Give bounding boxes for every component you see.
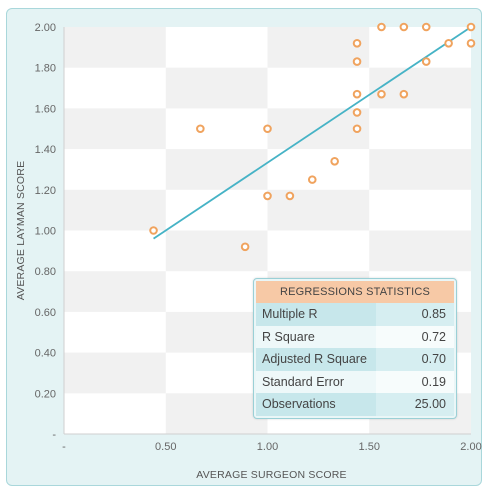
regression-statistics-title: REGRESSIONS STATISTICS <box>256 281 454 303</box>
stats-value: 0.72 <box>376 325 454 348</box>
stats-label: Adjusted R Square <box>262 352 367 366</box>
data-point <box>196 124 205 134</box>
data-point <box>352 108 362 117</box>
data-point <box>421 22 431 32</box>
data-point <box>377 22 386 32</box>
x-axis-title: AVERAGE SURGEON SCORE <box>196 469 346 481</box>
grid-cell <box>369 149 471 190</box>
stats-label: Observations <box>262 397 336 411</box>
grid-cell <box>165 311 268 353</box>
stats-value: 25.00 <box>376 393 454 416</box>
stats-row-observations: Observations 25.00 <box>256 393 454 416</box>
stats-row-multiple-r: Multiple R 0.85 <box>256 303 454 326</box>
regression-statistics-table: REGRESSIONS STATISTICS Multiple R 0.85 R… <box>253 278 457 419</box>
x-tick-label: 1.00 <box>257 441 278 453</box>
grid-cell <box>64 108 166 150</box>
grid-cell <box>267 27 370 68</box>
x-tick-label: 0.50 <box>155 441 176 453</box>
y-tick-label: 1.80 <box>35 63 56 75</box>
grid-cell <box>165 393 268 434</box>
grid-cell <box>64 189 166 231</box>
data-point <box>307 175 317 184</box>
stats-value: 0.19 <box>376 370 454 393</box>
stats-value: 0.70 <box>376 348 454 371</box>
grid-cell <box>165 230 268 272</box>
stats-row-r-square: R Square 0.72 <box>256 325 454 348</box>
x-tick-label: 1.50 <box>359 441 380 453</box>
data-point <box>330 157 339 166</box>
x-tick-label: 2.00 <box>460 441 481 453</box>
y-tick-label: 2.00 <box>35 22 56 34</box>
data-point <box>352 38 362 48</box>
y-tick-label: 0.20 <box>35 388 56 400</box>
data-point <box>466 22 476 32</box>
data-point <box>352 124 362 134</box>
grid-cell <box>64 352 166 394</box>
data-point <box>377 89 386 99</box>
grid-cell <box>165 149 268 190</box>
stats-label: Multiple R <box>262 307 318 321</box>
trendline <box>153 26 472 240</box>
grid-cell <box>64 271 166 312</box>
data-point <box>149 226 158 235</box>
data-point <box>352 89 362 99</box>
grid-cell <box>369 230 471 272</box>
grid-cell <box>369 67 471 109</box>
data-point <box>466 38 476 48</box>
y-tick-label: 1.20 <box>35 185 56 197</box>
data-point <box>399 22 409 32</box>
stats-row-standard-error: Standard Error 0.19 <box>256 370 454 393</box>
data-point <box>263 191 272 201</box>
grid-cell <box>267 189 370 231</box>
grid-cell <box>64 27 166 68</box>
data-point <box>399 89 409 99</box>
data-point <box>240 242 250 252</box>
y-tick-label: 0.40 <box>35 348 56 360</box>
x-tick-label: - <box>62 441 66 453</box>
stats-label: Standard Error <box>262 374 344 389</box>
stats-label: R Square <box>262 329 315 344</box>
y-tick-label: - <box>52 429 56 441</box>
data-point <box>444 38 453 48</box>
data-point <box>285 191 295 201</box>
y-tick-label: 1.00 <box>35 226 56 238</box>
data-point <box>421 57 431 66</box>
y-tick-label: 1.40 <box>35 144 56 156</box>
grid-cell <box>165 67 268 109</box>
y-axis-title: AVERAGE LAYMAN SCORE <box>15 161 27 301</box>
data-point <box>352 57 362 66</box>
y-tick-label: 0.80 <box>35 266 56 278</box>
data-point <box>263 124 272 134</box>
stats-value: 0.85 <box>376 303 454 326</box>
y-tick-label: 0.60 <box>35 307 56 319</box>
stats-row-adjusted-r-square: Adjusted R Square 0.70 <box>256 348 454 371</box>
y-tick-label: 1.60 <box>35 103 56 115</box>
